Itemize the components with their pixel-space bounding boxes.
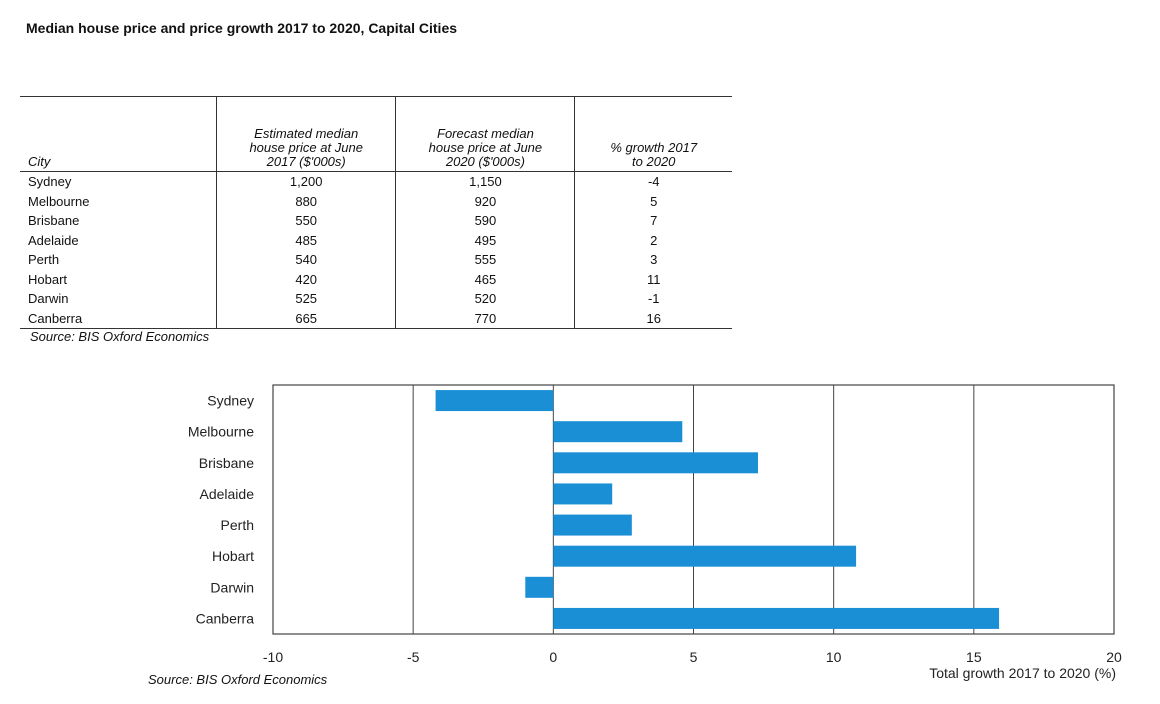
header-growth: % growth 2017 to 2020 (574, 96, 732, 172)
category-label: Melbourne (188, 424, 254, 440)
plot-frame (272, 384, 1115, 635)
cell-price-2020: 920 (395, 191, 575, 211)
tick-label: 0 (549, 649, 557, 665)
bar-melbourne (553, 421, 683, 443)
cell-city: Canberra (20, 308, 217, 329)
header-price-2020: Forecast median house price at June 2020… (395, 96, 575, 172)
tick-label: 5 (690, 649, 698, 665)
category-label: Sydney (207, 393, 254, 409)
table-source-note: Source: BIS Oxford Economics (30, 329, 210, 344)
x-axis-label: Total growth 2017 to 2020 (%) (929, 665, 1116, 681)
cell-growth: 3 (574, 250, 732, 270)
price-table-container: City Estimated median house price at Jun… (20, 96, 732, 345)
bar-hobart (553, 545, 857, 567)
tick-label: -10 (263, 649, 283, 665)
bar-canberra (553, 607, 1000, 629)
cell-growth: 16 (574, 308, 732, 329)
tick-label: 20 (1106, 649, 1122, 665)
cell-price-2020: 520 (395, 289, 575, 309)
page-title: Median house price and price growth 2017… (26, 20, 458, 36)
tick-label: 15 (966, 649, 982, 665)
cell-price-2020: 1,150 (395, 171, 575, 192)
table-row: Hobart 420 465 11 (20, 269, 732, 289)
table-row: Brisbane 550 590 7 (20, 211, 732, 231)
table-row: Melbourne 880 920 5 (20, 191, 732, 211)
table-row: Darwin 525 520 -1 (20, 289, 732, 309)
cell-price-2017: 420 (215, 269, 396, 289)
table-header-row: City Estimated median house price at Jun… (20, 96, 732, 172)
header-city: City (20, 96, 217, 172)
cell-growth: 11 (574, 269, 732, 289)
cell-price-2020: 465 (395, 269, 575, 289)
category-label: Canberra (196, 610, 255, 626)
cell-city: Sydney (28, 174, 72, 189)
price-table: City Estimated median house price at Jun… (20, 96, 732, 329)
cell-growth: -4 (574, 171, 732, 192)
cell-growth: 5 (574, 191, 732, 211)
category-label: Hobart (212, 548, 254, 564)
cell-growth: 2 (574, 230, 732, 250)
cell-price-2017: 485 (215, 230, 396, 250)
chart-source-note: Source: BIS Oxford Economics (148, 672, 328, 687)
cell-price-2020: 590 (395, 211, 575, 231)
cell-city: Darwin (28, 291, 69, 306)
cell-city: Melbourne (28, 193, 90, 209)
cell-price-2020: 495 (395, 230, 575, 250)
cell-price-2017: 525 (215, 289, 396, 309)
cell-price-2020: 555 (395, 250, 575, 270)
cell-price-2017: 665 (215, 308, 396, 329)
cell-growth: 7 (574, 211, 732, 231)
cell-price-2017: 540 (215, 250, 396, 270)
category-label: Perth (221, 517, 254, 533)
cell-price-2017: 880 (215, 191, 396, 211)
table-row: Adelaide 485 495 2 (20, 230, 732, 250)
bar-sydney (435, 390, 554, 412)
bar-perth (553, 514, 632, 536)
tick-label: -5 (407, 649, 420, 665)
bar-brisbane (553, 452, 758, 474)
cell-price-2017: 550 (215, 211, 396, 231)
table-row: Canberra 665 770 16 (20, 308, 732, 329)
bar-darwin (525, 576, 554, 598)
cell-city: Adelaide (28, 232, 79, 248)
table-row: Sydney 1,200 1,150 -4 (20, 171, 732, 192)
table-row: Perth 540 555 3 (20, 250, 732, 270)
cell-price-2017: 1,200 (215, 171, 396, 192)
cell-price-2020: 770 (395, 308, 575, 329)
header-price-2017: Estimated median house price at June 201… (215, 96, 396, 172)
tick-label: 10 (826, 649, 842, 665)
table-body: Sydney 1,200 1,150 -4 Melbourne 880 920 5 Brisba… (20, 171, 732, 329)
cell-growth: -1 (574, 289, 732, 309)
category-label: Darwin (210, 579, 254, 595)
cell-city: Brisbane (28, 213, 80, 228)
bar-adelaide (553, 483, 613, 505)
category-label: Adelaide (200, 486, 255, 502)
cell-city: Perth (28, 252, 60, 267)
category-label: Brisbane (199, 455, 254, 471)
cell-city: Hobart (28, 271, 68, 287)
